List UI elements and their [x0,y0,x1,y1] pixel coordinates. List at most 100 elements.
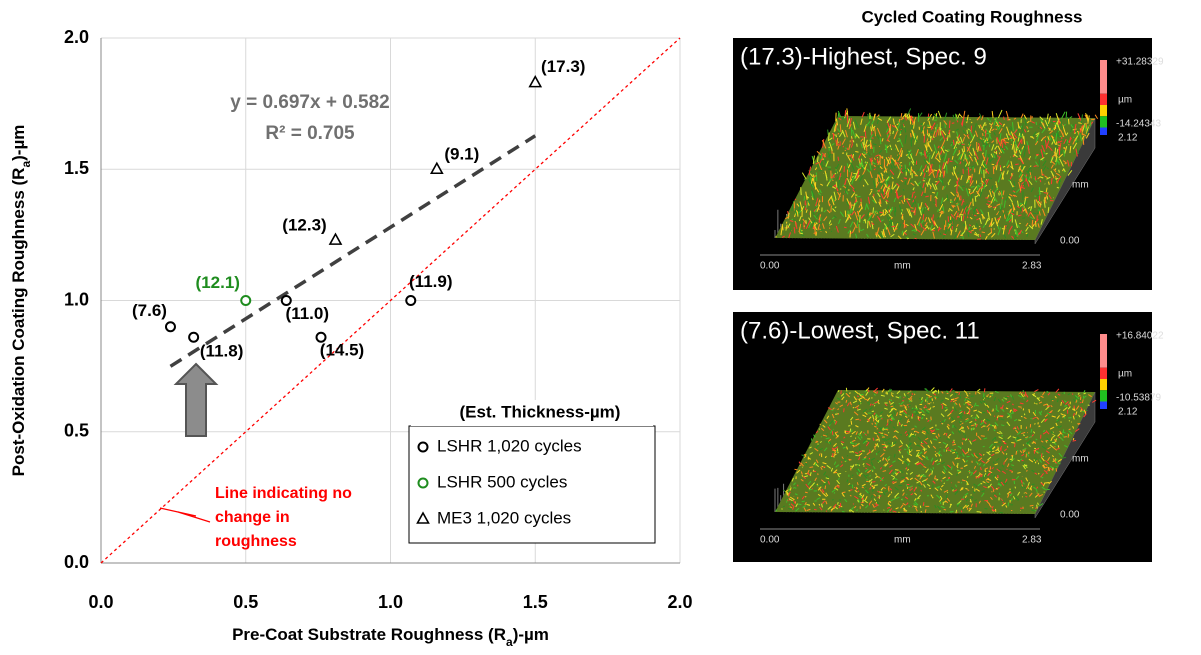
surface-texture [801,187,802,195]
surface-texture [947,150,949,151]
color-bar [1100,116,1107,127]
surface-texture [953,217,954,223]
surface-texture [863,185,864,187]
surface-texture [908,398,909,399]
surface-texture [849,459,850,460]
surface-texture [838,452,839,453]
surface-texture [967,490,969,491]
surface-texture [1032,507,1033,508]
surface-texture [1013,411,1014,412]
surface-texture [1005,397,1009,398]
surface-texture [789,504,790,505]
surface-texture [940,233,941,235]
xlabel-part: Pre-Coat Substrate Roughness (R [232,625,506,644]
surface-texture [805,496,806,497]
surface-texture [874,485,878,486]
surface-texture [832,431,833,435]
surface-texture [1055,459,1056,460]
surface-texture [998,484,1002,485]
surface-texture [949,210,950,212]
surface-texture [853,407,854,408]
surface-texture [929,466,930,467]
surface-texture [1018,407,1021,408]
surface-texture [946,495,947,498]
surface-texture [951,143,953,144]
surface-texture [831,206,832,212]
surface-texture [924,448,925,451]
scale-unit: µm [1118,369,1132,380]
surface-texture [828,130,829,135]
surface-texture [1064,150,1065,156]
scale-min: -14.24343 [1116,119,1161,130]
surface-texture [843,146,844,147]
surface-texture [871,148,872,149]
surface-texture [1059,162,1060,165]
surface-texture [814,509,816,510]
surface-texture [967,130,968,134]
surface-texture [1026,470,1027,471]
surface-texture [804,179,805,180]
surface-texture [850,495,851,496]
surface-texture [844,408,845,412]
surface-texture [908,149,909,153]
legend-label: LSHR 500 cycles [437,472,567,491]
surface-texture [929,403,930,404]
surface-texture [887,174,889,175]
z-unit: mm [1072,454,1089,465]
trendline-r2: R² = 0.705 [265,123,355,144]
y-tick-label: 0.5 [64,421,89,441]
surface-texture [817,484,818,485]
surface-texture [819,429,820,430]
surface-texture [1004,138,1007,139]
surface-texture [915,207,916,215]
scale-max: +31.28329 [1116,57,1164,68]
point [406,296,415,305]
surface-texture [845,211,846,218]
surface-texture [855,152,858,153]
surface-texture [908,392,911,393]
surface-texture [1034,457,1035,459]
surface-texture [926,142,927,150]
point-label: (11.8) [200,342,243,361]
surface-texture [871,126,872,131]
surface-texture [856,488,858,489]
annotation: Line indicating no [215,485,352,502]
surface-texture [926,436,927,438]
point-label: (12.3) [282,216,326,235]
surface-texture [1057,187,1059,188]
surface-texture [925,405,926,406]
surface-texture [835,167,836,168]
point-label: (17.3) [541,57,585,76]
surface-texture [925,187,926,193]
surface-texture [987,398,989,399]
surface-texture [802,501,805,502]
surface-texture [914,394,915,395]
legend-label: LSHR 1,020 cycles [437,436,582,455]
surface-texture [835,200,836,201]
surface-texture [920,506,921,508]
surface-texture [851,478,852,479]
surface-texture [942,406,943,409]
surface-texture [923,224,924,225]
surface-texture [1041,453,1042,457]
legend-label: ME3 1,020 cycles [437,508,571,527]
surface-texture [1004,117,1005,120]
surface-texture [895,470,899,471]
surface-texture [928,403,929,404]
surface-texture [1058,445,1059,447]
surface-texture [1052,400,1053,401]
surface-texture [1055,145,1056,146]
surface-texture [820,217,821,221]
surface-texture [1055,148,1056,157]
arrow [176,364,216,436]
surface-texture [1046,473,1048,474]
surface-texture [790,487,791,490]
surface-texture [874,405,875,406]
surface-texture [924,464,925,465]
x-tick-label: 0.0 [88,592,113,612]
surface-texture [982,153,984,154]
surface-texture [914,231,917,232]
x-unit: mm [894,535,911,546]
surface-texture [1056,468,1057,471]
y-tick-label: 1.0 [64,289,89,309]
